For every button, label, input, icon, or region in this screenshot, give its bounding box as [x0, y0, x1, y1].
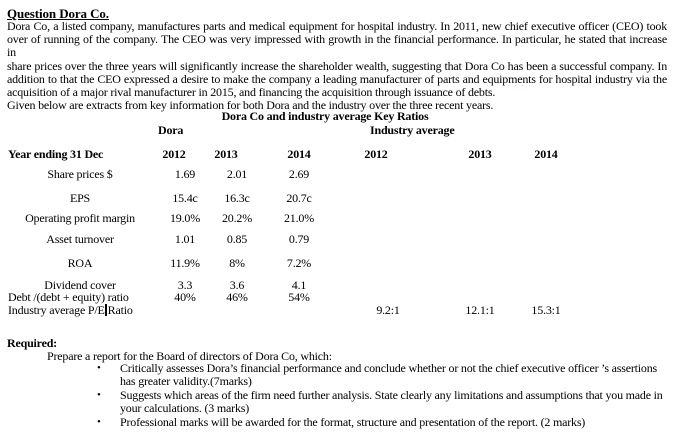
cell: 1.01 — [174, 232, 196, 246]
row-label: Asset turnover — [46, 232, 114, 246]
cell: 8% — [229, 256, 245, 270]
table-row-dividend-cover: Dividend cover 3.3 3.6 4.1 — [0, 279, 574, 292]
industry-year-2012: 2012 — [364, 147, 388, 161]
cell: 46% — [226, 290, 248, 304]
table-header-row: Year ending 31 Dec 2012 2013 2014 2012 2… — [0, 148, 574, 161]
cell — [442, 212, 518, 225]
industry-year-2013: 2013 — [468, 147, 492, 161]
cell: 40% — [174, 290, 196, 304]
table-row-debt-ratio: Debt /(debt + equity) ratio 40% 46% 54% — [0, 291, 574, 304]
cell: 0.85 — [226, 232, 248, 246]
cell — [518, 212, 574, 225]
cell — [442, 257, 518, 270]
bullet-item-1: • Critically assesses Dora’s financial p… — [97, 361, 665, 389]
row-label: EPS — [69, 191, 91, 205]
cell: 12.1:1 — [465, 303, 495, 317]
bullet-item-2: • Suggests which areas of the firm need … — [97, 387, 665, 416]
table-row-industry-pe-ratio: Industry average P/E Ratio 9.2:1 12.1:1 1… — [0, 304, 574, 317]
cell: 3.6 — [229, 278, 245, 292]
dora-year-2012: 2012 — [162, 147, 186, 161]
year-ending-label: Year ending 31 Dec — [8, 147, 104, 161]
row-label: Share prices $ — [47, 167, 113, 181]
row-label: Debt /(debt + equity) ratio — [8, 290, 129, 304]
cell: 20.7c — [286, 191, 312, 205]
cell — [442, 233, 518, 246]
cell: 20.2% — [222, 211, 252, 225]
required-intro: Prepare a report for the Board of direct… — [47, 349, 332, 363]
cell — [518, 233, 574, 246]
table-row-eps: EPS 15.4c 16.3c 20.7c — [0, 192, 574, 205]
cell — [518, 168, 574, 181]
intro-line-6: Given below are extracts from key inform… — [7, 98, 494, 113]
group-label-industry: Industry average — [370, 123, 455, 137]
intro-line-5: acquisition of a major rival manufacture… — [7, 85, 496, 100]
cell: 7.2% — [286, 256, 312, 270]
cell: 9.2:1 — [376, 303, 400, 317]
bullet-icon: • — [97, 362, 101, 374]
cell: 19.0% — [170, 211, 200, 225]
cell — [442, 192, 518, 205]
intro-line-1: Dora Co, a listed company, manufactures … — [7, 20, 667, 33]
row-label: Operating profit margin — [25, 211, 135, 225]
question-title: Question Dora Co. — [7, 6, 109, 21]
required-bullet-list: • Critically assesses Dora’s financial p… — [97, 361, 665, 429]
bullet-text: Critically assesses Dora’s financial per… — [120, 361, 657, 389]
cell — [210, 304, 264, 317]
table-row-asset-turnover: Asset turnover 1.01 0.85 0.79 — [0, 233, 574, 246]
cell: 15.3:1 — [531, 303, 561, 317]
cell: 16.3c — [224, 191, 250, 205]
cell — [334, 168, 442, 181]
row-label: ROA — [67, 256, 93, 270]
intro-line-2: over of running of the company. The CEO … — [7, 33, 667, 60]
cell — [264, 304, 334, 317]
intro-paragraph: Dora Co, a listed company, manufactures … — [7, 20, 667, 112]
cell: 54% — [288, 290, 310, 304]
cell: 15.4c — [172, 191, 198, 205]
industry-year-2014: 2014 — [534, 147, 558, 161]
cell — [334, 257, 442, 270]
cell: 3.3 — [177, 278, 193, 292]
cell: 21.0% — [284, 211, 314, 225]
bullet-icon: • — [97, 388, 101, 401]
table-row-share-prices: Share prices $ 1.69 2.01 2.69 — [0, 168, 574, 181]
row-label: Dividend cover — [44, 278, 116, 292]
cell — [442, 168, 518, 181]
intro-line-4: addition to that the CEO expressed a des… — [7, 72, 667, 86]
text-caret — [105, 304, 108, 316]
cell — [334, 192, 442, 205]
intro-line-3: share prices over the three years will s… — [7, 59, 667, 73]
required-heading: Required: — [7, 336, 57, 350]
cell: 1.69 — [174, 167, 196, 181]
table-row-roa: ROA 11.9% 8% 7.2% — [0, 257, 574, 270]
cell: 11.9% — [170, 256, 200, 270]
cell: 2.69 — [288, 167, 310, 181]
misspelled-word: equipments — [482, 72, 536, 86]
cell — [160, 304, 210, 317]
group-label-dora: Dora — [158, 123, 184, 137]
dora-year-2013: 2013 — [214, 147, 238, 161]
cell: 0.79 — [288, 232, 310, 246]
cell — [334, 212, 442, 225]
table-title: Dora Co and industry average Key Ratios — [221, 109, 429, 123]
cell — [334, 233, 442, 246]
cell: 2.01 — [226, 167, 248, 181]
row-label: Industry average P/E Ratio — [8, 303, 133, 317]
table-row-operating-profit-margin: Operating profit margin 19.0% 20.2% 21.0… — [0, 212, 574, 225]
bullet-text: Professional marks will be awarded for t… — [120, 414, 586, 429]
bullet-icon: • — [97, 415, 101, 428]
cell: 4.1 — [291, 278, 307, 292]
cell — [518, 257, 574, 270]
bullet-item-3: • Professional marks will be awarded for… — [97, 414, 665, 429]
cell — [518, 192, 574, 205]
dora-year-2014: 2014 — [287, 147, 311, 161]
bullet-text: Suggests which areas of the firm need fu… — [120, 387, 663, 416]
